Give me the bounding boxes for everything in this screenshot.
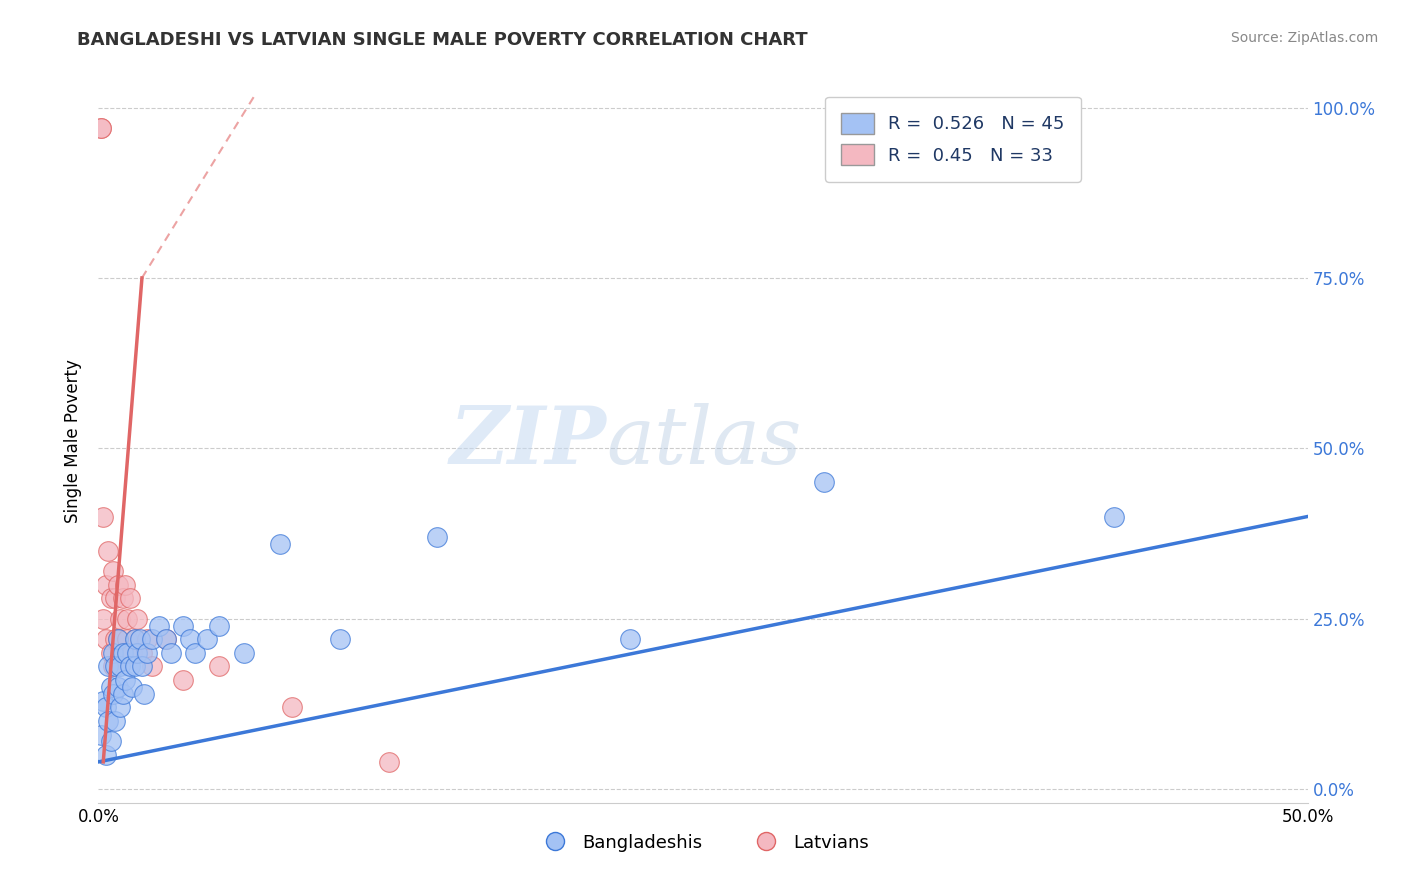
Point bbox=[101, 646, 124, 660]
Point bbox=[108, 700, 131, 714]
Point bbox=[1102, 509, 1125, 524]
Point bbox=[184, 646, 207, 660]
Point bbox=[195, 632, 218, 647]
Point bbox=[114, 577, 136, 591]
Point bbox=[94, 748, 117, 763]
Point bbox=[104, 714, 127, 728]
Point bbox=[107, 632, 129, 647]
Point bbox=[121, 680, 143, 694]
Point bbox=[97, 659, 120, 673]
Point bbox=[117, 612, 139, 626]
Point bbox=[100, 680, 122, 694]
Point bbox=[97, 714, 120, 728]
Point bbox=[114, 673, 136, 687]
Legend: Bangladeshis, Latvians: Bangladeshis, Latvians bbox=[530, 826, 876, 859]
Point bbox=[179, 632, 201, 647]
Text: BANGLADESHI VS LATVIAN SINGLE MALE POVERTY CORRELATION CHART: BANGLADESHI VS LATVIAN SINGLE MALE POVER… bbox=[77, 31, 808, 49]
Point bbox=[90, 120, 112, 135]
Point bbox=[111, 646, 134, 660]
Point bbox=[134, 687, 156, 701]
Point bbox=[104, 632, 127, 647]
Point bbox=[91, 693, 114, 707]
Point bbox=[141, 659, 163, 673]
Point bbox=[281, 700, 304, 714]
Point bbox=[90, 728, 112, 742]
Point bbox=[232, 646, 254, 660]
Point bbox=[148, 618, 170, 632]
Point bbox=[619, 632, 641, 647]
Point bbox=[108, 659, 131, 673]
Point bbox=[172, 673, 194, 687]
Point bbox=[111, 591, 134, 606]
Text: Source: ZipAtlas.com: Source: ZipAtlas.com bbox=[1230, 31, 1378, 45]
Point bbox=[117, 646, 139, 660]
Y-axis label: Single Male Poverty: Single Male Poverty bbox=[65, 359, 83, 524]
Point bbox=[131, 646, 153, 660]
Point bbox=[104, 591, 127, 606]
Point bbox=[118, 659, 141, 673]
Point bbox=[329, 632, 352, 647]
Point bbox=[121, 646, 143, 660]
Point bbox=[91, 509, 114, 524]
Text: atlas: atlas bbox=[606, 403, 801, 480]
Point bbox=[135, 646, 157, 660]
Point bbox=[104, 659, 127, 673]
Point bbox=[107, 577, 129, 591]
Point bbox=[131, 659, 153, 673]
Point bbox=[813, 475, 835, 490]
Point bbox=[111, 687, 134, 701]
Point bbox=[172, 618, 194, 632]
Point bbox=[124, 632, 146, 647]
Point bbox=[101, 687, 124, 701]
Point bbox=[111, 646, 134, 660]
Point bbox=[141, 632, 163, 647]
Point bbox=[107, 632, 129, 647]
Point bbox=[269, 537, 291, 551]
Text: ZIP: ZIP bbox=[450, 403, 606, 480]
Point bbox=[426, 530, 449, 544]
Point bbox=[377, 755, 399, 769]
Point bbox=[155, 632, 177, 647]
Point bbox=[100, 591, 122, 606]
Point bbox=[91, 612, 114, 626]
Point bbox=[208, 659, 231, 673]
Point bbox=[127, 646, 149, 660]
Point bbox=[128, 632, 150, 647]
Point bbox=[90, 120, 112, 135]
Point bbox=[101, 659, 124, 673]
Point bbox=[208, 618, 231, 632]
Point bbox=[118, 591, 141, 606]
Point bbox=[135, 632, 157, 647]
Point bbox=[94, 700, 117, 714]
Point bbox=[127, 612, 149, 626]
Point bbox=[155, 632, 177, 647]
Point bbox=[124, 632, 146, 647]
Point bbox=[101, 564, 124, 578]
Point bbox=[160, 646, 183, 660]
Point bbox=[107, 680, 129, 694]
Point bbox=[94, 577, 117, 591]
Point bbox=[117, 632, 139, 647]
Point bbox=[97, 543, 120, 558]
Point bbox=[100, 646, 122, 660]
Point bbox=[94, 632, 117, 647]
Point bbox=[108, 612, 131, 626]
Point bbox=[100, 734, 122, 748]
Point bbox=[124, 659, 146, 673]
